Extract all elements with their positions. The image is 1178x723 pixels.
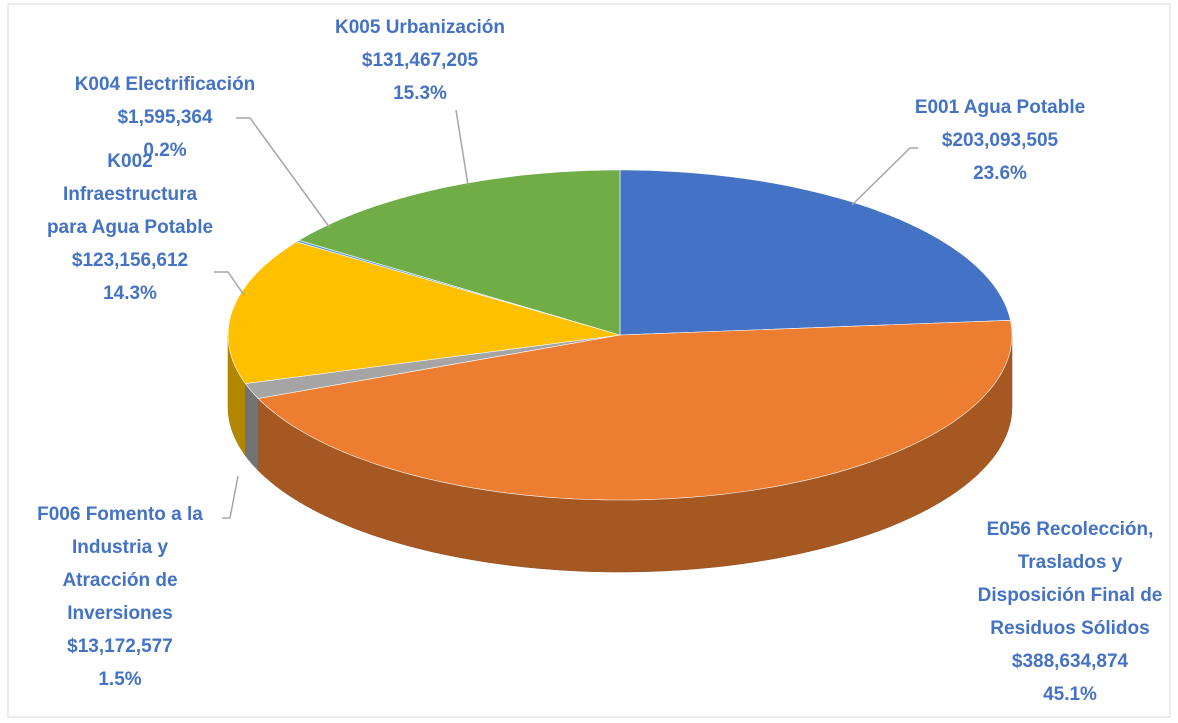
slice <box>619 169 1011 336</box>
percent-label: 45.1% <box>1043 684 1097 705</box>
percent-label: 23.6% <box>973 163 1027 184</box>
category-label: K004 Electrificación <box>75 74 256 95</box>
category-label: Infraestructura <box>63 184 198 205</box>
category-label: Inversiones <box>67 603 173 624</box>
value-label: $131,467,205 <box>362 50 479 71</box>
value-label: $203,093,505 <box>942 130 1059 151</box>
percent-label: 1.5% <box>98 669 141 690</box>
category-label: Disposición Final de <box>978 585 1163 606</box>
value-label: $123,156,612 <box>72 250 188 271</box>
slice <box>298 169 621 336</box>
category-label: E001 Agua Potable <box>915 97 1085 118</box>
category-label: Residuos Sólidos <box>990 618 1149 639</box>
category-label: Industria y <box>72 537 169 558</box>
value-label: $388,634,874 <box>1012 651 1129 672</box>
category-label: Atracción de <box>62 570 177 591</box>
slice <box>257 319 1013 501</box>
leader-line <box>214 271 245 296</box>
slice <box>244 334 621 399</box>
value-label: $1,595,364 <box>117 107 213 128</box>
leader-line <box>851 147 918 206</box>
leader-line <box>222 475 239 519</box>
leader-line <box>236 117 331 229</box>
pie <box>227 169 1013 573</box>
percent-label: 14.3% <box>103 283 157 304</box>
percent-label: 0.2% <box>143 140 186 161</box>
slice <box>227 241 621 384</box>
category-label: F006 Fomento a la <box>37 504 203 525</box>
category-label: E056 Recolección, <box>987 519 1154 540</box>
category-label: K005 Urbanización <box>335 17 505 38</box>
labels: E001 Agua Potable $203,093,505 23.6% E056 R… <box>37 17 1162 705</box>
percent-label: 15.3% <box>393 83 447 104</box>
category-label: Traslados y <box>1018 552 1123 573</box>
category-label: K002 <box>107 151 152 172</box>
leader-line <box>455 109 469 186</box>
value-label: $13,172,577 <box>67 636 173 657</box>
category-label: para Agua Potable <box>47 217 213 238</box>
